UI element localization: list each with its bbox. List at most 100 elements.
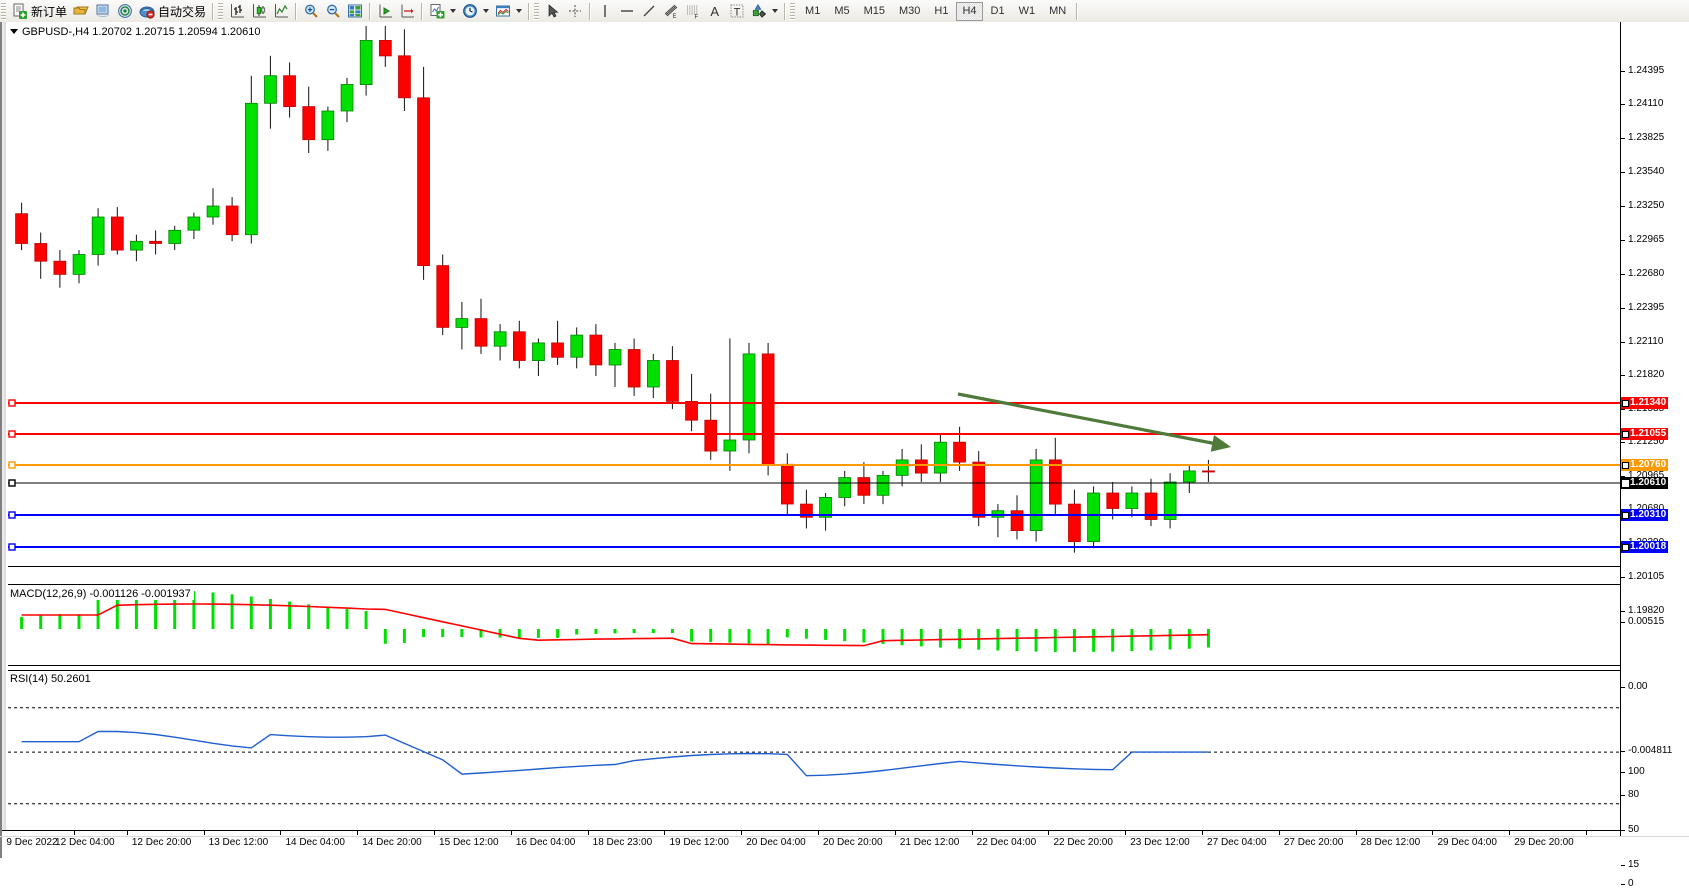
fibonacci-button[interactable]: F xyxy=(682,1,704,21)
price-tick: 1.24395 xyxy=(1621,65,1664,76)
level-badge-support[interactable]: 1.20310 xyxy=(1621,509,1669,521)
price-tick: 0.00515 xyxy=(1621,616,1664,627)
signals-button[interactable] xyxy=(114,1,136,21)
toolbar-gripper[interactable] xyxy=(1,2,6,20)
indicators-caret-icon[interactable] xyxy=(450,9,457,13)
periods-button[interactable] xyxy=(459,1,492,21)
new-order-button[interactable]: 新订单 xyxy=(9,1,70,21)
chart-collapse-icon[interactable] xyxy=(10,29,18,34)
chartshift-icon xyxy=(399,3,415,19)
bar-chart-button[interactable] xyxy=(226,1,248,21)
zoom-in-button[interactable] xyxy=(300,1,322,21)
trendline-button[interactable] xyxy=(638,1,660,21)
vertical-line-button[interactable] xyxy=(594,1,616,21)
time-tick xyxy=(74,831,75,835)
time-label: 27 Dec 20:00 xyxy=(1283,837,1344,848)
price-tick: 0.00 xyxy=(1621,681,1647,692)
level-badge-price[interactable]: 1.20610 xyxy=(1621,477,1669,489)
timeframe-mn[interactable]: MN xyxy=(1049,4,1067,17)
shapes-button[interactable] xyxy=(748,1,781,21)
time-tick xyxy=(1509,831,1511,835)
status-bar xyxy=(0,836,1689,837)
data-window-button[interactable] xyxy=(344,1,366,21)
fibo-icon: F xyxy=(685,3,701,19)
horizontal-line-button[interactable] xyxy=(616,1,638,21)
label-button[interactable]: T xyxy=(726,1,748,21)
history-button[interactable] xyxy=(70,1,92,21)
templates-button[interactable] xyxy=(492,1,525,21)
timeframe-d1[interactable]: D1 xyxy=(990,4,1005,17)
time-tick xyxy=(1202,831,1203,835)
periods-caret-icon[interactable] xyxy=(483,9,490,13)
rsi-pane[interactable] xyxy=(8,670,1622,830)
indicators-button[interactable] xyxy=(426,1,459,21)
cursor-button[interactable] xyxy=(542,1,564,21)
auto-scroll-button[interactable] xyxy=(374,1,396,21)
toolbar-gripper-4[interactable] xyxy=(790,2,796,20)
signal-icon xyxy=(117,3,133,19)
timeframe-m1[interactable]: M1 xyxy=(805,4,821,17)
time-axis[interactable]: 9 Dec 2022 12 Dec 04:00 12 Dec 20:00 13 Dec… xyxy=(2,830,1622,859)
shapes-caret-icon[interactable] xyxy=(772,9,779,13)
timeframe-m15[interactable]: M15 xyxy=(863,4,885,17)
price-tick: 50 xyxy=(1621,824,1639,835)
time-label: 29 Dec 04:00 xyxy=(1437,837,1497,848)
time-tick xyxy=(357,831,359,835)
time-tick xyxy=(818,831,819,835)
equidistant-channel-button[interactable]: E xyxy=(660,1,682,21)
vline-icon xyxy=(597,3,613,19)
time-tick xyxy=(280,831,282,835)
price-tick: 80 xyxy=(1621,789,1639,800)
market-icon xyxy=(139,3,155,19)
price-tick: 1.21820 xyxy=(1621,369,1664,380)
price-tick: 1.23250 xyxy=(1621,200,1664,211)
toolbar-separator xyxy=(212,2,215,20)
chart-window[interactable]: GBPUSD-,H4 1.20702 1.20715 1.20594 1.206… xyxy=(0,22,1689,859)
templates-caret-icon[interactable] xyxy=(516,9,523,13)
time-label: 15 Dec 12:00 xyxy=(439,837,499,848)
text-button[interactable]: A xyxy=(704,1,726,21)
level-badge-pivot[interactable]: 1.20760 xyxy=(1621,459,1669,471)
timeframe-w1[interactable]: W1 xyxy=(1018,4,1036,17)
timeframe-h4[interactable]: H4 xyxy=(956,1,983,21)
time-label: 19 Dec 12:00 xyxy=(669,837,729,848)
price-tick: 1.19820 xyxy=(1621,605,1664,616)
labelT-icon: T xyxy=(729,3,745,19)
grid-icon xyxy=(347,3,363,19)
line-chart-button[interactable] xyxy=(270,1,292,21)
time-tick xyxy=(1278,831,1280,835)
macd-plot xyxy=(20,590,1210,652)
toolbar-gripper-2[interactable] xyxy=(218,2,224,20)
price-axis[interactable]: 1.24395 1.24110 1.23825 1.23540 1.23250 1.229… xyxy=(1620,22,1689,889)
chart-shift-button[interactable] xyxy=(396,1,418,21)
price-tick: 1.23825 xyxy=(1621,132,1664,143)
chart-left-gutter xyxy=(2,22,6,858)
level-badge-resistance[interactable]: 1.21055 xyxy=(1621,428,1669,440)
main-toolbar: 新订单 xyxy=(0,0,1689,23)
macd-pane[interactable] xyxy=(8,584,1622,666)
time-label: 22 Dec 04:00 xyxy=(976,837,1037,848)
level-badge-resistance[interactable]: 1.21340 xyxy=(1621,397,1669,409)
time-tick xyxy=(510,831,512,835)
time-label: 29 Dec 20:00 xyxy=(1514,837,1574,848)
time-tick xyxy=(741,831,743,835)
level-badge-support[interactable]: 1.20018 xyxy=(1621,541,1669,553)
timeframe-m5[interactable]: M5 xyxy=(834,4,850,17)
time-tick xyxy=(587,831,589,835)
timeframe-m30[interactable]: M30 xyxy=(899,4,921,17)
price-pane[interactable] xyxy=(8,26,1622,567)
indicator-icon xyxy=(429,3,445,19)
toolbar-separator-2 xyxy=(295,2,298,20)
time-tick xyxy=(894,831,896,835)
candlestick-chart-button[interactable] xyxy=(248,1,270,21)
timeframe-h1[interactable]: H1 xyxy=(934,4,949,17)
market-button[interactable]: 自动交易 xyxy=(136,1,209,21)
toolbar-gripper-3[interactable] xyxy=(534,2,540,20)
zoom-out-button[interactable] xyxy=(322,1,344,21)
template-icon xyxy=(495,3,511,19)
crosshair-button[interactable] xyxy=(564,1,586,21)
price-tick: 0 xyxy=(1621,878,1634,889)
macd-label: MACD(12,26,9) -0.001126 -0.001937 xyxy=(10,588,194,600)
terminal-button[interactable] xyxy=(92,1,114,21)
bar-chart-icon xyxy=(229,3,245,19)
